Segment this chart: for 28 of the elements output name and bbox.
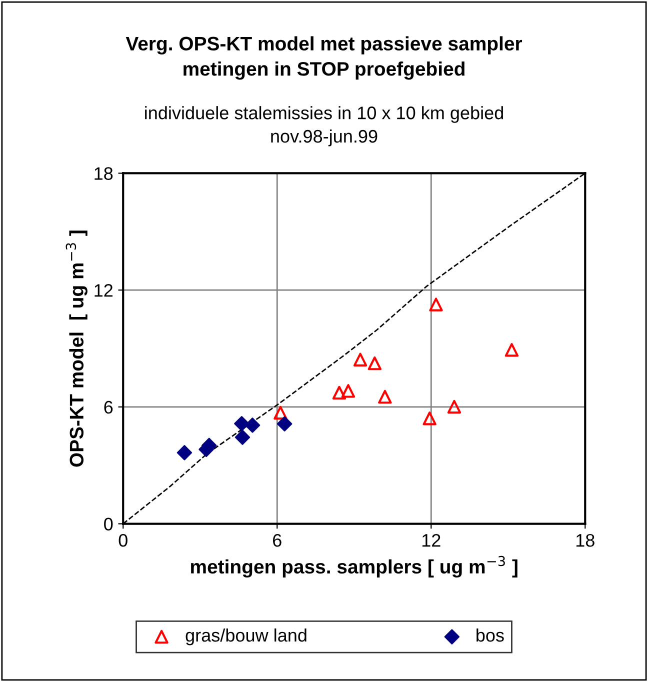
y-tick-label: 12 xyxy=(94,284,112,297)
x-tick-label: 12 xyxy=(422,534,440,547)
point xyxy=(422,412,436,426)
point xyxy=(368,356,382,370)
y-axis-title: OPS-KT model [ ug m$^{−3}$ ] xyxy=(66,230,88,467)
legend-label: gras/bouw land xyxy=(186,628,306,646)
point xyxy=(274,406,288,420)
point xyxy=(504,343,519,357)
x-tick-label: 18 xyxy=(576,534,594,547)
y-tick-label: 6 xyxy=(104,400,113,414)
y-tick-label: 0 xyxy=(104,518,113,530)
x-tick-label: 0 xyxy=(118,534,128,547)
chart-title: Verg. OPS-KT model met passieve sampler metingen in STOP proefgebied xyxy=(126,36,522,80)
point xyxy=(176,445,192,460)
x-tick-label: 6 xyxy=(273,534,282,547)
point xyxy=(341,384,356,398)
y-tick-label: 18 xyxy=(94,167,113,180)
point xyxy=(447,400,462,414)
point xyxy=(332,386,346,400)
x-axis-title: metingen pass. samplers [ ug m$^{−3}$ ] xyxy=(191,556,518,578)
point xyxy=(244,418,260,433)
point xyxy=(353,352,368,366)
point xyxy=(276,416,292,432)
point xyxy=(234,430,250,445)
legend-label: bos xyxy=(476,628,504,642)
point xyxy=(378,390,392,404)
point xyxy=(429,298,443,312)
chart-subtitle: individuele stalemissies in 10 x 10 km gebied nov.98-jun.99 xyxy=(145,106,503,146)
